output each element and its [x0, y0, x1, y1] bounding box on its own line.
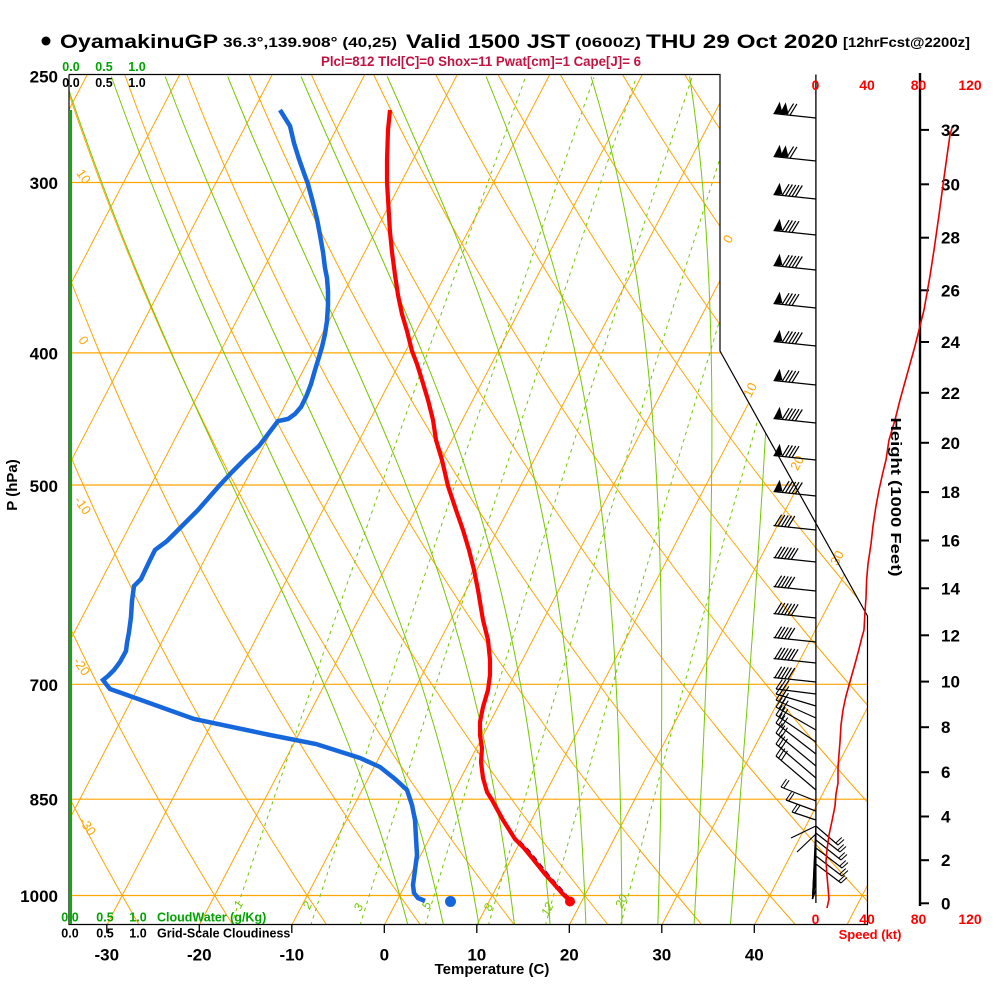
svg-text:22: 22 — [941, 384, 960, 403]
svg-text:0.5: 0.5 — [95, 76, 112, 90]
svg-text:P (hPa): P (hPa) — [4, 459, 21, 510]
svg-text:Speed (kt): Speed (kt) — [839, 927, 902, 942]
svg-text:500: 500 — [30, 477, 58, 496]
svg-text:1.0: 1.0 — [128, 60, 145, 74]
svg-text:24: 24 — [941, 333, 960, 352]
svg-text:120: 120 — [958, 911, 982, 927]
svg-text:40: 40 — [859, 911, 875, 927]
svg-text:40: 40 — [745, 946, 764, 965]
svg-text:[12hrFcst@2200z]: [12hrFcst@2200z] — [843, 34, 970, 50]
svg-text:0.0: 0.0 — [62, 76, 79, 90]
svg-text:0: 0 — [812, 911, 820, 927]
svg-text:30: 30 — [941, 175, 960, 194]
svg-text:THU 29 Oct 2020: THU 29 Oct 2020 — [646, 31, 838, 53]
svg-text:10: 10 — [467, 946, 486, 965]
svg-text:(0600Z): (0600Z) — [575, 35, 641, 50]
svg-text:2: 2 — [941, 851, 950, 870]
svg-text:1.0: 1.0 — [129, 927, 146, 941]
svg-text:0: 0 — [941, 894, 950, 913]
svg-text:80: 80 — [911, 911, 927, 927]
svg-text:400: 400 — [30, 345, 58, 364]
svg-text:12: 12 — [538, 900, 556, 918]
svg-text:6: 6 — [941, 763, 950, 782]
svg-text:20: 20 — [612, 892, 631, 911]
svg-text:32: 32 — [941, 121, 960, 140]
svg-text:1: 1 — [231, 898, 247, 910]
svg-text:850: 850 — [30, 791, 58, 810]
svg-text:0.0: 0.0 — [61, 927, 78, 941]
svg-text:700: 700 — [30, 676, 58, 695]
svg-text:300: 300 — [30, 174, 58, 193]
svg-text:Plcl=812 Tlcl[C]=0 Shox=11 Pwa: Plcl=812 Tlcl[C]=0 Shox=11 Pwat[cm]=1 Ca… — [321, 54, 641, 69]
svg-text:1.0: 1.0 — [128, 76, 145, 90]
svg-text:28: 28 — [941, 229, 960, 248]
svg-text:18: 18 — [941, 483, 960, 502]
svg-text:10: 10 — [73, 166, 94, 186]
svg-text:14: 14 — [941, 579, 960, 598]
svg-text:20: 20 — [560, 946, 579, 965]
svg-text:0.5: 0.5 — [95, 60, 112, 74]
svg-text:8: 8 — [941, 718, 950, 737]
svg-text:0: 0 — [812, 77, 820, 93]
svg-text:30: 30 — [652, 946, 671, 965]
svg-text:-10: -10 — [280, 946, 305, 965]
svg-text:16: 16 — [941, 532, 960, 551]
svg-text:36.3°,139.908° (40,25): 36.3°,139.908° (40,25) — [223, 35, 397, 50]
svg-text:0.5: 0.5 — [96, 911, 113, 925]
svg-text:10: 10 — [941, 673, 960, 692]
svg-text:-20: -20 — [187, 946, 212, 965]
svg-text:1.0: 1.0 — [129, 911, 146, 925]
svg-text:12: 12 — [941, 626, 960, 645]
svg-text:-30: -30 — [95, 946, 120, 965]
svg-text:120: 120 — [958, 77, 982, 93]
svg-text:0.0: 0.0 — [61, 911, 78, 925]
svg-text:Valid 1500 JST: Valid 1500 JST — [406, 31, 570, 53]
svg-text:26: 26 — [941, 281, 960, 300]
svg-text:20: 20 — [941, 434, 960, 453]
svg-text:1000: 1000 — [20, 887, 58, 906]
svg-text:0.0: 0.0 — [62, 60, 79, 74]
svg-text:40: 40 — [859, 77, 875, 93]
svg-text:Height (1000 Feet): Height (1000 Feet) — [887, 418, 904, 577]
svg-text:CloudWater (g/Kg): CloudWater (g/Kg) — [157, 911, 266, 925]
svg-text:OyamakinuGP: OyamakinuGP — [60, 31, 218, 53]
svg-text:0: 0 — [380, 946, 389, 965]
svg-text:Temperature (C): Temperature (C) — [435, 961, 550, 978]
svg-text:Grid-Scale Cloudiness: Grid-Scale Cloudiness — [157, 927, 290, 941]
svg-text:250: 250 — [30, 68, 58, 87]
svg-text:0.5: 0.5 — [96, 927, 113, 941]
svg-text:4: 4 — [941, 808, 951, 827]
svg-text:80: 80 — [911, 77, 927, 93]
